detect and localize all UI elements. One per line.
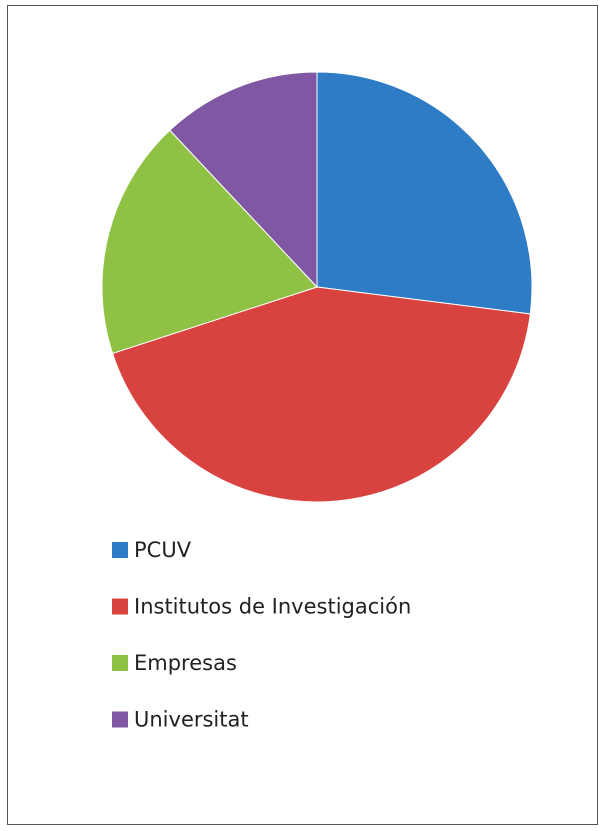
- legend-label: Empresas: [134, 651, 237, 675]
- pie-slice: [169, 71, 318, 289]
- legend-label: Institutos de Investigación: [134, 595, 411, 619]
- legend-swatch: [112, 711, 128, 728]
- pie-slice: [111, 286, 531, 503]
- legend-label: Universitat: [134, 708, 249, 732]
- pie-slice: [101, 129, 318, 355]
- pie-slice: [316, 71, 533, 315]
- legend-swatch: [112, 598, 128, 615]
- legend-swatch: [112, 655, 128, 671]
- legend-swatch: [112, 542, 128, 558]
- legend-label: PCUV: [134, 538, 192, 562]
